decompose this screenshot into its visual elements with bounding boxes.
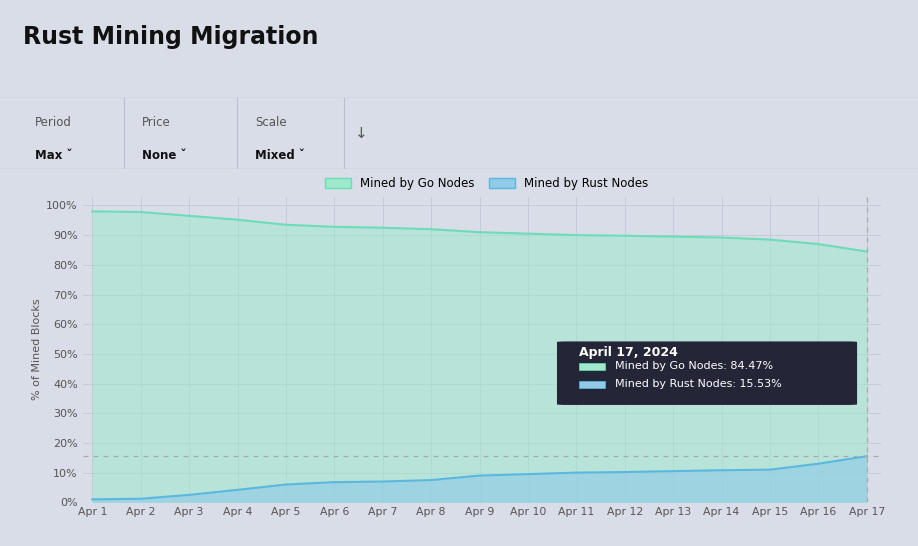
Text: April 17, 2024: April 17, 2024 (578, 346, 677, 359)
FancyBboxPatch shape (557, 341, 857, 405)
Bar (578, 363, 605, 370)
Text: Max ˇ: Max ˇ (35, 150, 73, 162)
Text: Scale: Scale (255, 116, 286, 129)
Text: Price: Price (142, 116, 171, 129)
Text: Mined by Rust Nodes: 15.53%: Mined by Rust Nodes: 15.53% (615, 379, 782, 389)
Text: None ˇ: None ˇ (142, 150, 186, 162)
Text: Period: Period (35, 116, 72, 129)
Legend: Mined by Go Nodes, Mined by Rust Nodes: Mined by Go Nodes, Mined by Rust Nodes (320, 173, 653, 195)
Text: Rust Mining Migration: Rust Mining Migration (23, 25, 319, 49)
Text: Mixed ˇ: Mixed ˇ (255, 150, 305, 162)
Text: ↓: ↓ (355, 126, 368, 141)
Text: Mined by Go Nodes: 84.47%: Mined by Go Nodes: 84.47% (615, 361, 773, 371)
Bar (578, 381, 605, 388)
Y-axis label: % of Mined Blocks: % of Mined Blocks (32, 299, 42, 400)
